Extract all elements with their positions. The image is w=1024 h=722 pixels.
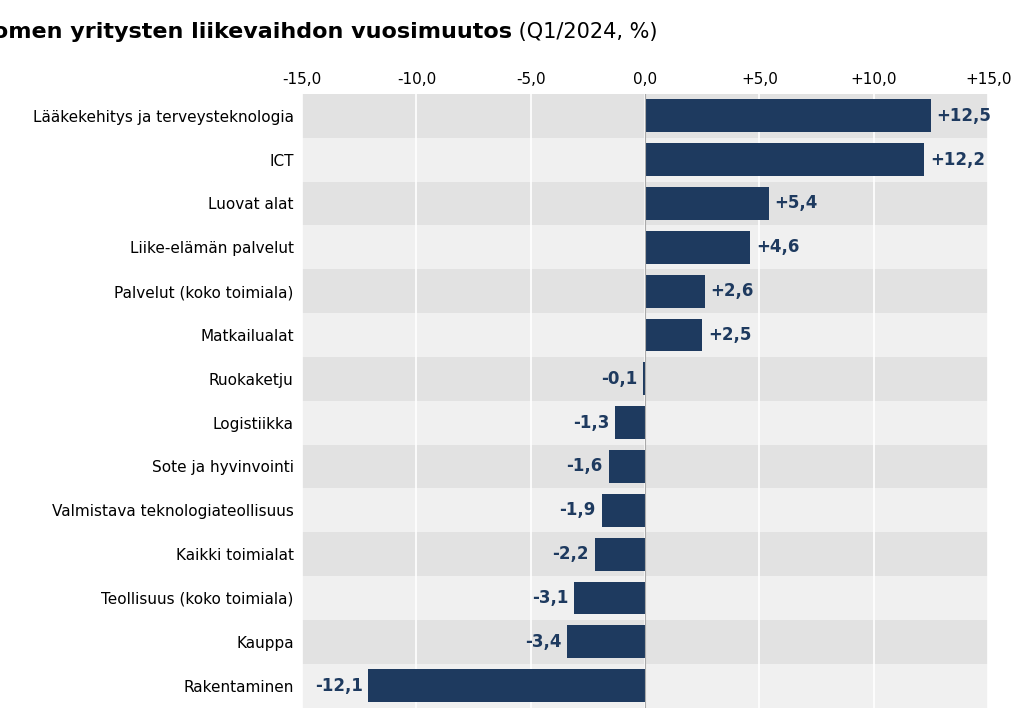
Text: (Q1/2024, %): (Q1/2024, %) bbox=[512, 22, 657, 43]
Bar bbox=[643, 362, 645, 395]
Text: +5,4: +5,4 bbox=[774, 194, 818, 212]
Bar bbox=[567, 625, 645, 658]
Text: +4,6: +4,6 bbox=[756, 238, 800, 256]
Bar bbox=[302, 94, 988, 138]
Text: +2,6: +2,6 bbox=[711, 282, 754, 300]
Text: +12,5: +12,5 bbox=[937, 107, 991, 125]
Bar bbox=[302, 488, 988, 532]
Text: -0,1: -0,1 bbox=[601, 370, 637, 388]
Bar bbox=[302, 532, 988, 576]
Bar bbox=[302, 357, 988, 401]
Bar bbox=[302, 138, 988, 181]
Bar bbox=[608, 450, 645, 483]
Text: -1,6: -1,6 bbox=[566, 458, 603, 476]
Text: -1,9: -1,9 bbox=[559, 501, 596, 519]
Bar bbox=[645, 143, 924, 176]
Text: -3,4: -3,4 bbox=[525, 632, 561, 651]
Bar bbox=[645, 318, 702, 352]
Text: +12,2: +12,2 bbox=[930, 151, 985, 169]
Bar bbox=[595, 538, 645, 570]
Text: Varsinais-Suomen yritysten liikevaihdon vuosimuutos: Varsinais-Suomen yritysten liikevaihdon … bbox=[0, 22, 512, 43]
Text: -3,1: -3,1 bbox=[532, 589, 568, 607]
Bar bbox=[302, 620, 988, 664]
Bar bbox=[302, 181, 988, 225]
Bar bbox=[645, 187, 769, 220]
Bar bbox=[645, 274, 705, 308]
Bar bbox=[369, 669, 645, 702]
Text: -2,2: -2,2 bbox=[553, 545, 589, 563]
Text: -1,3: -1,3 bbox=[573, 414, 609, 432]
Text: -12,1: -12,1 bbox=[314, 677, 362, 695]
Bar bbox=[602, 494, 645, 527]
Bar bbox=[645, 100, 931, 132]
Bar bbox=[302, 401, 988, 445]
Bar bbox=[302, 445, 988, 488]
Bar bbox=[574, 581, 645, 614]
Bar bbox=[302, 664, 988, 708]
Bar bbox=[645, 231, 751, 264]
Bar bbox=[615, 406, 645, 439]
Bar bbox=[302, 576, 988, 620]
Bar bbox=[302, 225, 988, 269]
Text: +2,5: +2,5 bbox=[708, 326, 752, 344]
Bar bbox=[302, 269, 988, 313]
Bar bbox=[302, 313, 988, 357]
